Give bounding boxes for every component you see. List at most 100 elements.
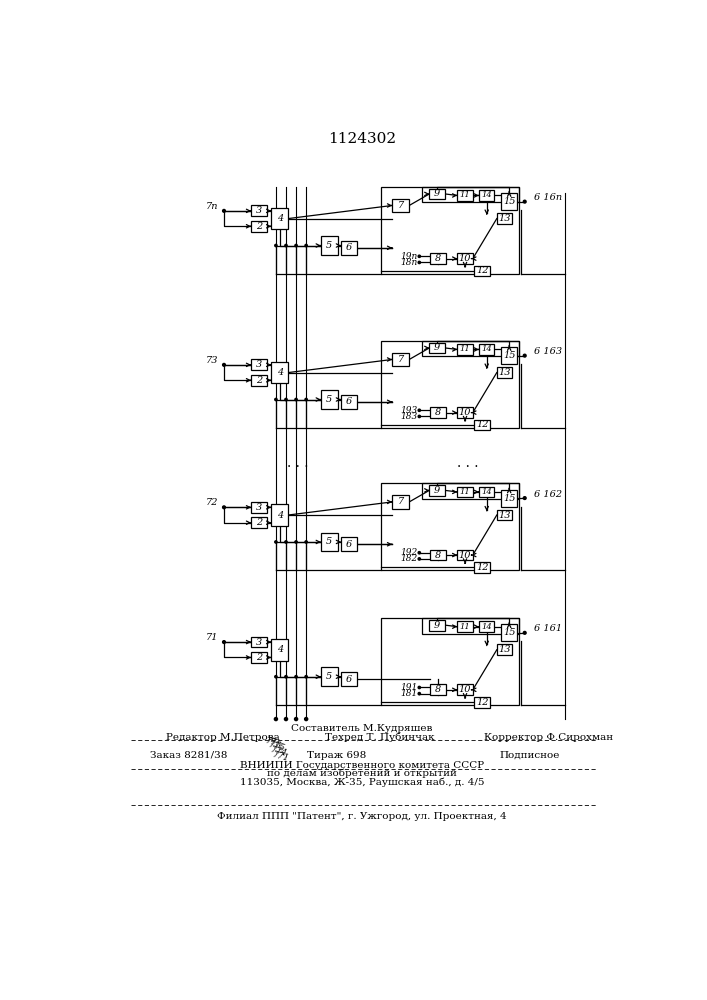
Bar (457, 487, 473, 497)
Circle shape (418, 261, 421, 264)
Circle shape (285, 541, 287, 543)
Text: 9: 9 (434, 621, 440, 630)
Bar (341, 672, 356, 686)
Text: . . .: . . . (457, 456, 479, 470)
Text: 72: 72 (206, 498, 218, 507)
Text: 183: 183 (400, 412, 418, 421)
Circle shape (295, 541, 297, 543)
Text: 192: 192 (400, 548, 418, 557)
Bar (251, 359, 267, 370)
Bar (479, 621, 494, 632)
Bar (392, 353, 409, 366)
Bar (429, 343, 445, 353)
Circle shape (523, 354, 526, 357)
Text: 7: 7 (397, 355, 404, 364)
Text: 113035, Москва, Ж-35, Раушская наб., д. 4/5: 113035, Москва, Ж-35, Раушская наб., д. … (240, 777, 484, 787)
Bar (457, 621, 473, 632)
Text: Редактор М.Петрова: Редактор М.Петрова (166, 733, 280, 742)
Circle shape (223, 506, 226, 509)
Text: 11: 11 (460, 488, 470, 496)
Text: 775: 775 (267, 741, 286, 754)
Text: 19n: 19n (400, 252, 418, 261)
Bar (429, 485, 445, 496)
Circle shape (418, 409, 421, 411)
Bar (321, 236, 338, 255)
Bar (457, 550, 473, 560)
Bar (474, 266, 490, 276)
Bar (421, 483, 518, 499)
Bar (501, 624, 517, 641)
Text: 8: 8 (435, 551, 441, 560)
Bar (392, 199, 409, 212)
Circle shape (418, 558, 421, 560)
Circle shape (305, 244, 308, 247)
Text: 4: 4 (276, 214, 283, 223)
Circle shape (285, 398, 287, 401)
Text: 15: 15 (503, 628, 515, 637)
Text: 6 16n: 6 16n (534, 193, 562, 202)
Text: 11: 11 (460, 623, 470, 631)
Bar (430, 253, 445, 264)
Bar (251, 375, 267, 386)
Circle shape (284, 718, 288, 721)
Circle shape (295, 676, 297, 678)
Circle shape (295, 718, 298, 721)
Text: 13: 13 (498, 511, 510, 520)
Bar (497, 644, 513, 655)
Text: 13: 13 (498, 645, 510, 654)
Bar (321, 533, 338, 551)
Bar (474, 562, 490, 573)
Text: 5: 5 (326, 537, 332, 546)
Circle shape (418, 255, 421, 257)
Bar (457, 407, 473, 418)
Text: 9: 9 (434, 189, 440, 198)
Bar (479, 487, 494, 497)
Text: 6: 6 (346, 675, 352, 684)
Text: 12: 12 (476, 563, 489, 572)
Text: 11: 11 (460, 345, 470, 353)
Bar (251, 221, 267, 232)
Text: 15: 15 (503, 351, 515, 360)
Text: 6: 6 (346, 243, 352, 252)
Bar (421, 341, 518, 356)
Text: 13: 13 (498, 368, 510, 377)
Bar (457, 190, 473, 201)
Text: 14: 14 (481, 488, 492, 496)
Bar (251, 652, 267, 663)
Bar (430, 550, 445, 560)
Text: Тираж 698: Тираж 698 (307, 751, 366, 760)
Text: 8: 8 (435, 685, 441, 694)
Text: Заказ 8281/38: Заказ 8281/38 (151, 751, 228, 760)
Text: 7: 7 (397, 201, 404, 210)
Text: 18n: 18n (400, 258, 418, 267)
Text: 9: 9 (434, 343, 440, 352)
Bar (271, 504, 288, 526)
Text: 2: 2 (256, 518, 262, 527)
Circle shape (285, 244, 287, 247)
Bar (381, 618, 518, 705)
Bar (497, 367, 513, 378)
Text: 6 163: 6 163 (534, 347, 562, 356)
Bar (271, 639, 288, 661)
Text: 7n: 7n (206, 202, 218, 211)
Text: 3: 3 (256, 360, 262, 369)
Circle shape (523, 200, 526, 203)
Bar (251, 502, 267, 513)
Bar (421, 618, 518, 634)
Text: 6 162: 6 162 (534, 490, 562, 499)
Text: 5: 5 (326, 395, 332, 404)
Text: ВНИИПИ Государственного комитета СССР: ВНИИПИ Государственного комитета СССР (240, 761, 484, 770)
Text: 71: 71 (206, 633, 218, 642)
Circle shape (295, 398, 297, 401)
Text: 8: 8 (435, 408, 441, 417)
Text: 12: 12 (476, 420, 489, 429)
Circle shape (305, 718, 308, 721)
Circle shape (275, 398, 277, 401)
Circle shape (418, 692, 421, 695)
Text: 2: 2 (256, 222, 262, 231)
Circle shape (523, 497, 526, 499)
Bar (430, 407, 445, 418)
Circle shape (223, 363, 226, 366)
Text: 10: 10 (459, 685, 472, 694)
Bar (430, 684, 445, 695)
